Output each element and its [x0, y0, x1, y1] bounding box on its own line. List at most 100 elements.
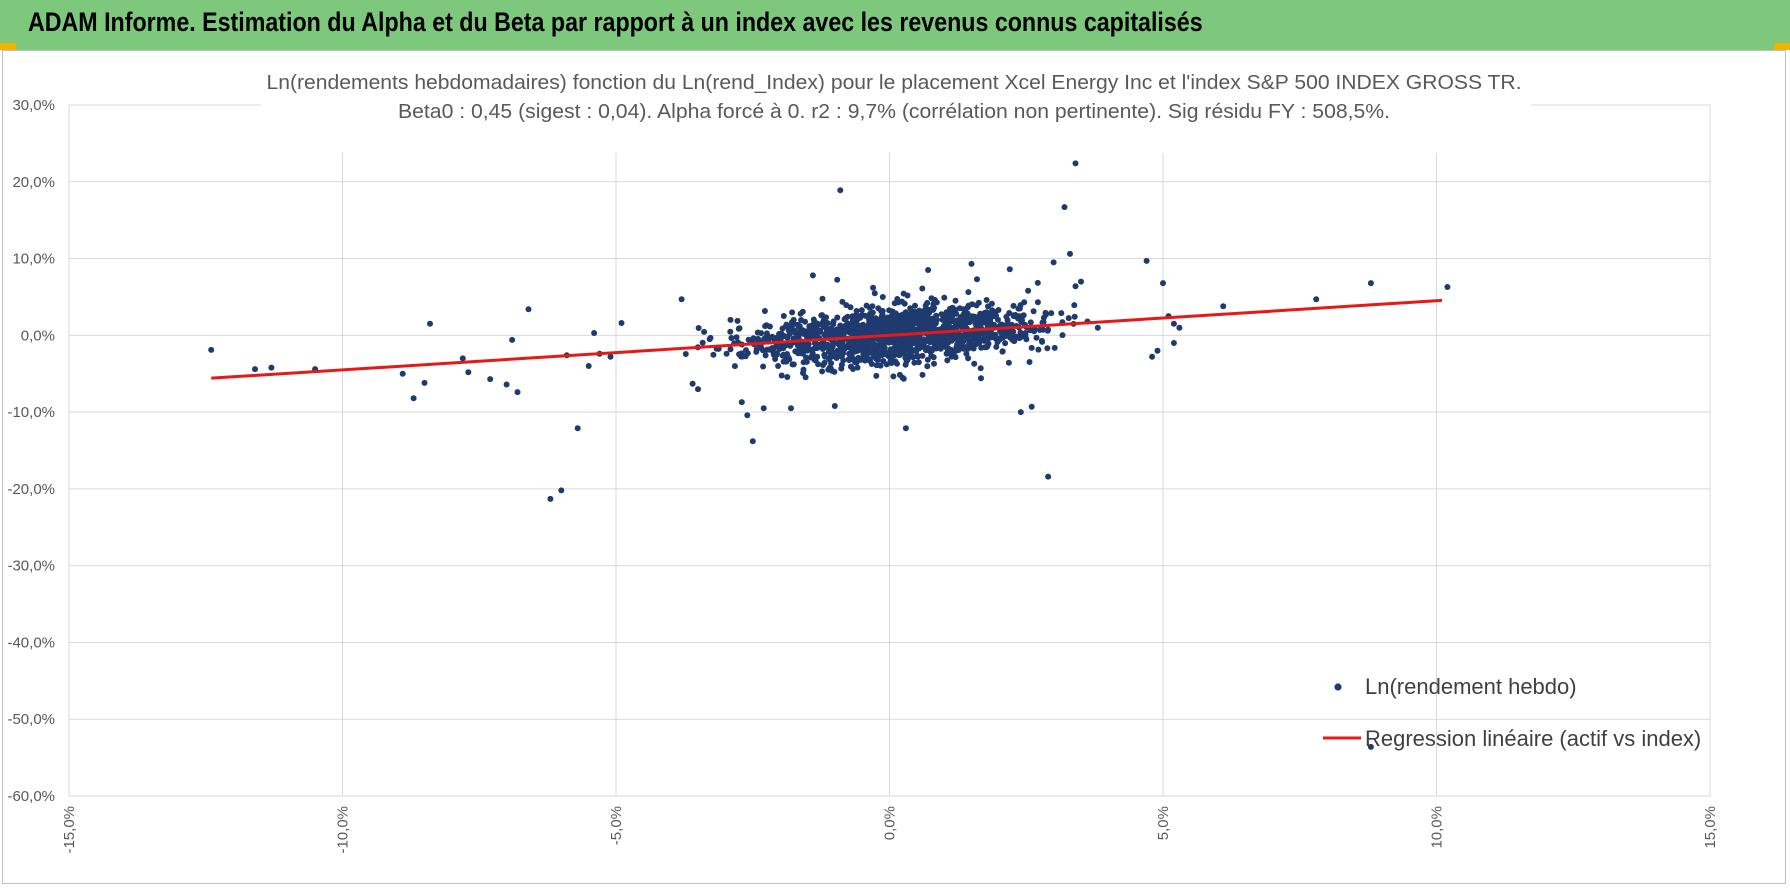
- data-point: [917, 308, 924, 315]
- data-point: [893, 315, 900, 322]
- y-tick-label: -60,0%: [7, 788, 55, 805]
- data-point: [851, 330, 858, 337]
- data-point: [993, 343, 1000, 350]
- title-background: [261, 77, 1531, 153]
- data-point: [731, 363, 738, 370]
- data-point: [931, 360, 937, 367]
- data-point: [1025, 287, 1032, 294]
- data-point: [944, 357, 951, 364]
- data-point: [892, 358, 899, 365]
- data-point: [862, 357, 868, 364]
- data-point: [956, 338, 963, 345]
- data-point: [736, 325, 743, 332]
- data-point: [870, 284, 877, 291]
- data-point: [723, 350, 730, 357]
- x-tick-label: -5,0%: [608, 806, 625, 845]
- data-point: [837, 187, 844, 194]
- data-point: [913, 353, 920, 360]
- data-point: [1149, 353, 1156, 360]
- data-point: [1051, 344, 1058, 351]
- data-point: [929, 315, 936, 322]
- data-point: [1005, 359, 1012, 366]
- data-point: [892, 337, 899, 344]
- data-point: [1313, 296, 1320, 303]
- scatter-chart: 30,0% 20,0% 10,0% 0,0% -10,0% -20,0% -30,0% -40…: [7, 72, 1719, 854]
- y-tick-label: 10,0%: [12, 251, 55, 268]
- data-point: [1034, 279, 1041, 286]
- data-point: [919, 285, 926, 292]
- data-point: [743, 347, 749, 354]
- y-tick-label: 30,0%: [12, 97, 55, 114]
- data-point: [864, 349, 871, 356]
- data-point: [803, 358, 810, 365]
- data-point: [952, 323, 958, 330]
- data-point: [790, 316, 797, 323]
- data-point: [833, 326, 840, 333]
- data-point: [1002, 340, 1009, 347]
- data-point: [833, 355, 840, 361]
- data-point: [924, 356, 931, 363]
- data-point: [727, 328, 734, 335]
- data-point: [855, 354, 862, 361]
- data-point: [951, 333, 958, 340]
- data-point: [916, 334, 923, 341]
- data-point: [695, 325, 702, 331]
- data-point: [1023, 336, 1030, 343]
- data-point: [896, 371, 903, 378]
- data-point: [921, 344, 928, 351]
- data-point: [710, 351, 717, 358]
- y-tick-label: 20,0%: [12, 174, 55, 191]
- data-point: [973, 302, 980, 309]
- data-point: [834, 314, 841, 321]
- data-point: [762, 352, 769, 359]
- data-point: [803, 331, 810, 338]
- data-point: [1006, 310, 1013, 316]
- data-point: [1027, 319, 1034, 326]
- data-point: [878, 307, 884, 314]
- data-point: [791, 327, 798, 334]
- data-point: [968, 260, 975, 267]
- data-point: [976, 322, 983, 329]
- data-point: [1044, 345, 1051, 352]
- data-point: [871, 341, 878, 348]
- data-point: [585, 363, 592, 369]
- data-point: [845, 325, 851, 332]
- data-point: [834, 347, 841, 354]
- data-point: [821, 331, 828, 338]
- data-point: [421, 379, 428, 386]
- data-point: [727, 346, 734, 353]
- data-point: [870, 348, 877, 355]
- data-point: [427, 320, 433, 327]
- data-point: [976, 314, 983, 321]
- data-point: [1010, 313, 1017, 320]
- data-point: [607, 353, 614, 360]
- data-point: [734, 317, 741, 324]
- data-point: [900, 290, 907, 297]
- data-point: [788, 405, 794, 412]
- data-point: [854, 364, 861, 371]
- data-point: [919, 339, 926, 346]
- data-point: [994, 339, 1001, 346]
- data-point: [1020, 312, 1027, 319]
- data-point: [1061, 204, 1068, 211]
- data-point: [785, 354, 792, 361]
- data-point: [753, 348, 760, 355]
- corner-accent-right: [1774, 43, 1790, 50]
- data-point: [728, 335, 735, 341]
- data-point: [911, 359, 918, 366]
- data-point: [1154, 347, 1161, 354]
- data-point: [591, 330, 598, 336]
- data-point: [806, 323, 813, 330]
- data-point: [921, 307, 928, 313]
- data-point: [733, 334, 740, 341]
- data-point: [1094, 324, 1101, 331]
- data-point: [919, 371, 926, 378]
- y-tick-label: -40,0%: [7, 634, 55, 651]
- data-point: [886, 320, 893, 327]
- data-point: [789, 361, 796, 368]
- data-point: [923, 317, 929, 324]
- data-point: [987, 316, 994, 323]
- data-point: [933, 345, 939, 352]
- data-point: [208, 346, 215, 353]
- data-point: [855, 315, 861, 322]
